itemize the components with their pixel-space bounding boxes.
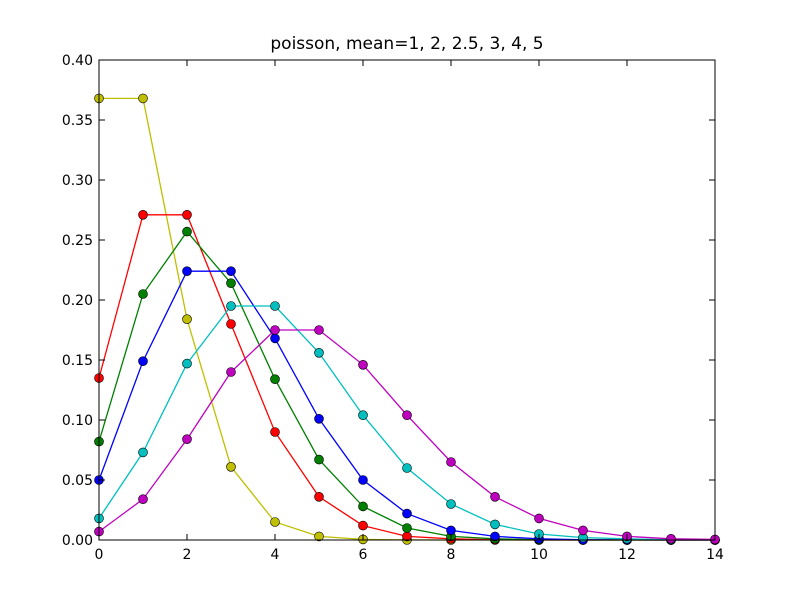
series-5-point — [446, 457, 456, 467]
series-5-point — [226, 367, 236, 377]
series-5-point — [138, 494, 148, 505]
series-5-point — [314, 325, 324, 335]
x-tick-label: 12 — [618, 547, 636, 563]
series-5-line — [98, 329, 716, 541]
series-4-point — [314, 347, 324, 358]
series-2-point — [358, 501, 368, 512]
series-4-point — [402, 463, 412, 473]
x-tick-label: 2 — [183, 547, 192, 563]
series-0-point — [138, 93, 148, 104]
series-1 — [94, 210, 720, 545]
series-3-point — [490, 531, 500, 542]
series-2-point — [270, 374, 280, 385]
axes-layer: 0 2 4 6 8 10 12 14 0.00 0.05 0.10 0.15 0.20 0.25 0.30 0… — [62, 53, 724, 563]
series-1-point — [270, 427, 280, 437]
series-5-point — [534, 513, 544, 524]
series-0-point — [182, 314, 192, 325]
series-0-point — [270, 517, 280, 527]
x-tick-label: 6 — [359, 547, 368, 563]
y-tick-label: 0.40 — [62, 53, 93, 69]
series-3-point — [446, 525, 456, 536]
series-1-point — [182, 210, 192, 220]
series-0-point — [226, 461, 236, 472]
series-4-point — [138, 447, 148, 458]
series-3-point — [358, 475, 368, 485]
y-tick-label: 0.35 — [62, 113, 93, 129]
y-tick-label: 0.25 — [62, 233, 93, 249]
series-3-point — [314, 413, 324, 424]
series-4-point — [446, 499, 456, 509]
series-2-point — [402, 523, 412, 533]
series-5-point — [402, 410, 412, 421]
series-3-point — [270, 333, 280, 344]
series-4-point — [226, 301, 236, 311]
y-tick-label: 0.20 — [62, 293, 93, 309]
series-3-point — [138, 356, 148, 367]
series-3-line — [98, 270, 715, 541]
series-5-point — [358, 359, 368, 370]
x-tick-label: 4 — [271, 547, 280, 563]
series-0-point — [314, 531, 324, 542]
y-tick-label: 0.15 — [62, 353, 93, 369]
series-2-line — [98, 230, 715, 541]
series-1-point — [226, 319, 236, 329]
x-tick-label: 8 — [447, 547, 456, 563]
series-4-point — [490, 519, 500, 530]
series-2-point — [226, 278, 236, 289]
series-5-point — [490, 491, 500, 502]
x-tick-label: 14 — [706, 547, 724, 563]
series-3-point — [226, 266, 236, 277]
y-tick-label: 0.30 — [62, 173, 93, 189]
x-tick-label: 10 — [530, 547, 548, 563]
series-4-point — [358, 410, 368, 421]
series-layer — [94, 93, 720, 545]
series-3-point — [402, 508, 412, 519]
chart-title: poisson, mean=1, 2, 2.5, 3, 4, 5 — [270, 34, 543, 54]
series-5-point — [666, 533, 676, 544]
y-tick-label: 0.05 — [62, 473, 93, 489]
series-2-point — [138, 289, 148, 299]
series-5-point — [578, 525, 588, 536]
series-4 — [94, 301, 720, 545]
series-0 — [94, 93, 720, 545]
series-2-point — [182, 226, 192, 237]
series-4-line — [98, 305, 716, 541]
series-1-point — [314, 491, 324, 502]
series-4-point — [270, 301, 280, 311]
series-5 — [94, 325, 720, 545]
y-tick-label: 0.00 — [62, 533, 93, 549]
series-5-point — [270, 325, 280, 335]
series-1-line — [98, 214, 715, 541]
y-tick-label: 0.10 — [62, 413, 93, 429]
series-1-point — [138, 210, 148, 220]
series-5-point — [182, 434, 192, 445]
x-tick-label: 0 — [95, 547, 104, 563]
series-3-point — [182, 266, 192, 277]
series-1-point — [358, 520, 368, 531]
series-3 — [94, 266, 720, 545]
series-4-point — [182, 358, 192, 369]
series-2-point — [314, 454, 324, 465]
